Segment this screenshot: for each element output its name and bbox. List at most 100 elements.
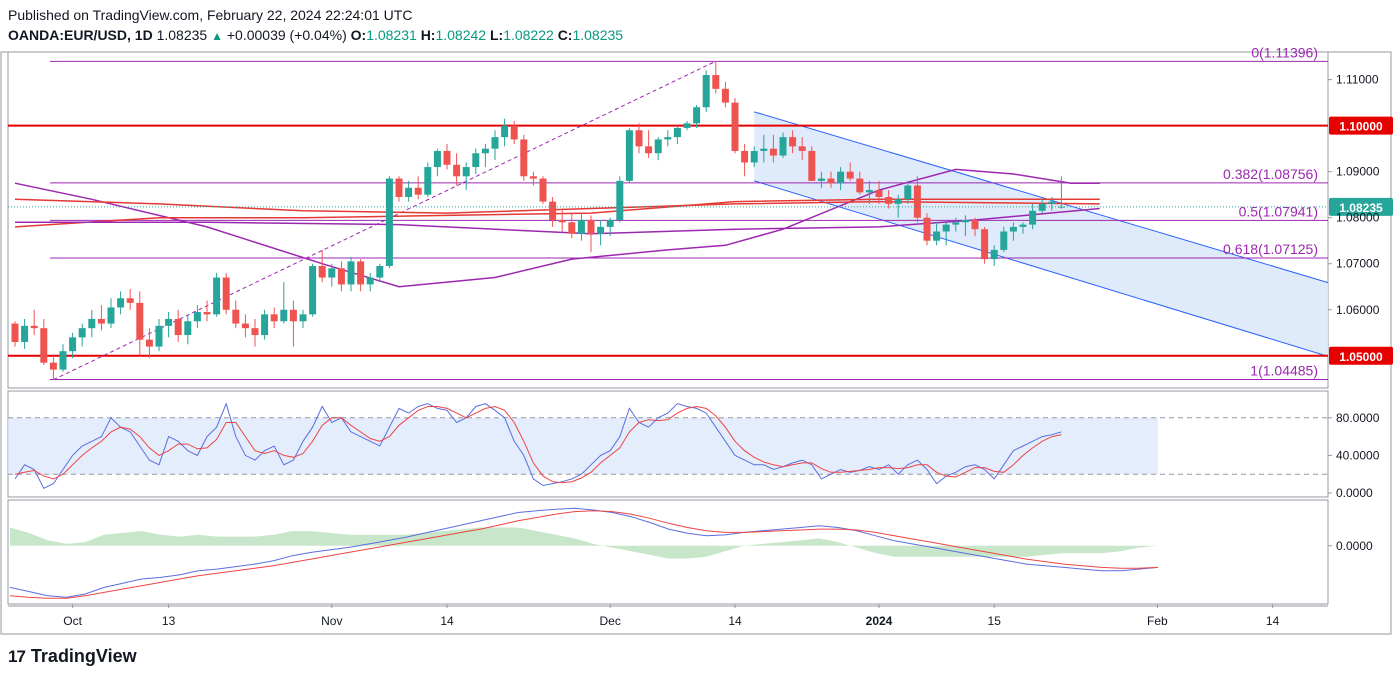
candle-body <box>395 178 403 197</box>
moving-average-line <box>14 168 1100 288</box>
low-value: 1.08222 <box>503 27 554 43</box>
candle-body <box>280 309 288 322</box>
open-value: 1.08231 <box>366 27 417 43</box>
candle-body <box>97 318 105 324</box>
candle-body <box>741 150 749 163</box>
candle-body <box>875 190 883 197</box>
candle-body <box>21 325 29 342</box>
candle-body <box>625 130 633 181</box>
channel-fill <box>754 111 1328 357</box>
candle-body <box>865 190 873 193</box>
candle-body <box>213 277 221 315</box>
candle-body <box>299 314 307 322</box>
candle-body <box>645 146 653 154</box>
candle-body <box>1009 226 1017 232</box>
candle-body <box>635 130 643 147</box>
candle-body <box>155 325 163 347</box>
candle-body <box>1048 201 1056 204</box>
candle-body <box>69 337 77 352</box>
moving-average-line <box>14 198 1100 228</box>
symbol-name[interactable]: OANDA:EUR/USD, 1D <box>8 27 153 43</box>
close-label: C: <box>557 27 573 43</box>
candle-body <box>664 137 672 140</box>
macd-pane <box>7 499 1329 605</box>
candle-body <box>117 298 125 308</box>
candle-body <box>654 139 662 154</box>
candle-body <box>606 220 614 227</box>
candle-body <box>241 323 249 329</box>
candle-body <box>414 187 422 195</box>
candle-body <box>760 148 768 151</box>
candle-body <box>597 226 605 234</box>
y-tick-label: 1.09000 <box>1336 165 1380 179</box>
candle-body <box>539 178 547 202</box>
candle-body <box>933 231 941 241</box>
stoch-tick-label: 0.0000 <box>1336 486 1373 500</box>
candle-body <box>990 249 998 260</box>
candle-body <box>193 312 201 322</box>
high-label: H: <box>420 27 436 43</box>
stochastic-line <box>14 402 1062 489</box>
channel-lower-line <box>754 180 1329 357</box>
last-price-tag <box>1329 197 1393 216</box>
candle-body <box>318 266 326 278</box>
candle-body <box>126 298 134 303</box>
last-price-tag-label: 1.08235 <box>1339 201 1383 215</box>
candle-body <box>520 139 528 177</box>
x-tick-label: 14 <box>728 614 742 628</box>
candle-body <box>856 178 864 193</box>
open-label: O: <box>350 27 367 43</box>
candle-body <box>184 321 192 336</box>
channel-upper-line <box>754 111 1329 284</box>
moving-average-line <box>15 207 1100 235</box>
candle-body <box>78 328 86 338</box>
candle-body <box>577 220 585 234</box>
x-tick-label: 14 <box>1266 614 1280 628</box>
brand-name: TradingView <box>30 646 137 666</box>
y-tick-label: 1.11000 <box>1336 73 1379 87</box>
close-value: 1.08235 <box>572 27 624 43</box>
candle-body <box>289 309 297 322</box>
fib-label: 0(1.11396) <box>1251 44 1318 60</box>
macd-histogram <box>10 527 1158 559</box>
candle-body <box>136 302 144 340</box>
level-tag <box>1329 346 1393 365</box>
published-caption: Published on TradingView.com, February 2… <box>8 7 413 23</box>
macd-line <box>9 510 1159 599</box>
candle-body <box>453 164 461 177</box>
x-tick-label: Nov <box>321 614 342 628</box>
candle-body <box>270 314 278 322</box>
price-change: +0.00039 (+0.04%) <box>226 27 347 43</box>
candle-body <box>971 220 979 230</box>
symbol-legend: OANDA:EUR/USD, 1D 1.08235 ▲ +0.00039 (+0… <box>8 27 623 43</box>
stoch-tick-label: 40.0000 <box>1336 448 1380 462</box>
candle-body <box>981 229 989 260</box>
candle-body <box>529 176 537 179</box>
candle-body <box>885 196 893 204</box>
candle-body <box>328 268 336 278</box>
candle-body <box>376 266 384 278</box>
candle-body <box>405 187 413 197</box>
x-tick-label: Dec <box>600 614 621 628</box>
stochastic-band-fill <box>8 417 1158 475</box>
candle-body <box>491 137 499 149</box>
tradingview-brand[interactable]: 17 TradingView <box>8 646 137 667</box>
candle-body <box>251 328 259 336</box>
fib-label: 0.618(1.07125) <box>1223 241 1318 257</box>
candle-body <box>174 318 182 336</box>
candle-body <box>942 224 950 232</box>
candle-body <box>232 309 240 324</box>
candle-body <box>443 150 451 165</box>
stoch-tick-label: 80.0000 <box>1336 411 1380 425</box>
y-tick-label: 1.07000 <box>1336 257 1380 271</box>
candle-body <box>11 323 19 342</box>
x-tick-label: Feb <box>1147 614 1168 628</box>
x-tick-label: 13 <box>162 614 176 628</box>
x-tick-label: 14 <box>440 614 454 628</box>
candle-body <box>88 318 96 329</box>
candle-body <box>837 171 845 184</box>
candle-body <box>1019 224 1027 227</box>
macd-line <box>9 507 1159 598</box>
candle-body <box>462 167 470 177</box>
